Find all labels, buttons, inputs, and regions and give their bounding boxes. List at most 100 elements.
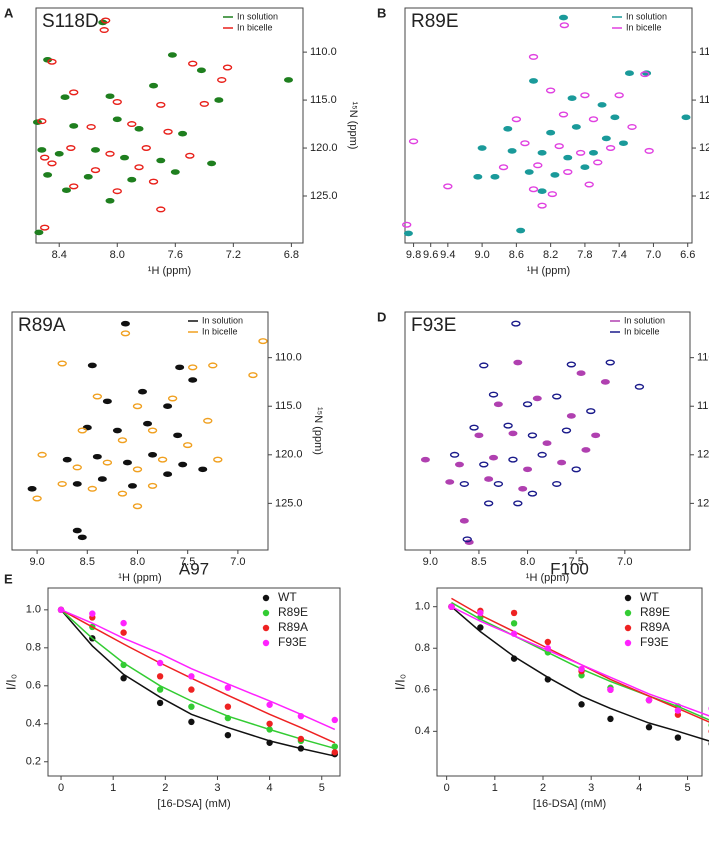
peak bbox=[547, 191, 558, 198]
peak bbox=[681, 114, 691, 121]
peak bbox=[640, 71, 650, 78]
x-tick-label: 8.6 bbox=[509, 249, 524, 261]
peak bbox=[167, 395, 178, 402]
peak bbox=[605, 145, 616, 152]
x-tick-label: 8.0 bbox=[520, 556, 535, 568]
peak bbox=[105, 150, 115, 157]
peak bbox=[105, 197, 115, 204]
peak bbox=[511, 116, 522, 123]
peak bbox=[600, 379, 610, 385]
peak bbox=[591, 432, 601, 439]
x-tick-label: 8.0 bbox=[130, 556, 145, 568]
peak bbox=[489, 454, 499, 461]
peak bbox=[143, 420, 153, 427]
y-tick-label: 110.0 bbox=[699, 46, 709, 58]
peak bbox=[581, 447, 591, 453]
peak bbox=[479, 461, 489, 468]
data-point bbox=[674, 734, 682, 741]
data-point bbox=[645, 723, 653, 731]
x-tick-label: 6.8 bbox=[284, 249, 299, 261]
fit-line bbox=[60, 609, 335, 757]
data-point bbox=[156, 673, 164, 680]
x-tick-label: 4 bbox=[636, 782, 642, 794]
peak bbox=[72, 481, 82, 487]
x-tick-label: 7.2 bbox=[226, 249, 241, 261]
data-point bbox=[120, 661, 127, 669]
y-tick-label: 125.0 bbox=[699, 190, 709, 202]
data-point bbox=[607, 715, 614, 723]
peak bbox=[112, 116, 122, 123]
peak bbox=[82, 424, 92, 431]
x-tick-label: 8.5 bbox=[471, 556, 486, 568]
peak bbox=[567, 95, 577, 101]
x-tick-label: 2 bbox=[540, 782, 546, 794]
peak bbox=[454, 461, 464, 468]
peak bbox=[57, 360, 67, 367]
peak bbox=[493, 480, 504, 487]
peak bbox=[614, 92, 624, 99]
x-axis-label: [16-DSA] (mM) bbox=[157, 798, 230, 810]
peak bbox=[138, 388, 148, 395]
peak bbox=[132, 466, 143, 473]
y-tick-label: 0.4 bbox=[26, 718, 41, 730]
data-point bbox=[266, 739, 273, 746]
legend-label: In solution bbox=[624, 315, 665, 325]
peak bbox=[518, 486, 528, 492]
plot-frame bbox=[436, 587, 703, 777]
peak bbox=[546, 129, 556, 136]
x-tick-label: 1 bbox=[492, 782, 498, 794]
peak bbox=[533, 162, 543, 169]
peak bbox=[248, 372, 258, 379]
data-point bbox=[544, 676, 552, 683]
data-point bbox=[120, 629, 127, 636]
peak bbox=[580, 92, 590, 99]
y-tick-label: 115.0 bbox=[310, 94, 337, 106]
x-tick-label: 6.6 bbox=[680, 249, 695, 261]
data-point bbox=[188, 686, 195, 693]
peak bbox=[571, 124, 581, 130]
peak bbox=[100, 17, 111, 24]
peak bbox=[473, 174, 483, 180]
legend-marker bbox=[262, 639, 270, 647]
peak bbox=[37, 118, 47, 125]
peak bbox=[156, 157, 166, 164]
legend-marker bbox=[262, 609, 270, 617]
x-tick-label: 9.0 bbox=[29, 556, 44, 568]
x-tick-label: 0 bbox=[58, 782, 64, 794]
legend-marker bbox=[624, 594, 632, 602]
data-point bbox=[224, 703, 232, 710]
peak bbox=[558, 14, 568, 21]
y-tick-label: 115.0 bbox=[697, 400, 709, 412]
peak bbox=[459, 518, 469, 524]
peak bbox=[575, 149, 586, 156]
y-tick-label: 1.0 bbox=[415, 601, 430, 613]
peak bbox=[513, 500, 523, 507]
x-tick-label: 2 bbox=[162, 782, 168, 794]
peak bbox=[117, 437, 128, 444]
peak bbox=[148, 452, 158, 458]
peak bbox=[134, 126, 144, 132]
fit-line bbox=[450, 606, 709, 742]
peak bbox=[147, 427, 158, 434]
peak bbox=[127, 176, 137, 183]
peak bbox=[87, 362, 97, 369]
fit-line bbox=[451, 606, 709, 717]
y-axis-label: I/I₀ bbox=[392, 674, 407, 690]
legend-label: In solution bbox=[626, 11, 667, 21]
peak bbox=[72, 464, 82, 471]
peak bbox=[618, 140, 628, 147]
peak bbox=[62, 456, 72, 463]
peak bbox=[134, 164, 144, 171]
peak bbox=[420, 456, 430, 463]
peak bbox=[584, 181, 594, 188]
data-point bbox=[297, 735, 305, 743]
peak bbox=[537, 202, 547, 209]
y-tick-label: 115.0 bbox=[699, 94, 709, 106]
peak bbox=[479, 362, 489, 369]
peak bbox=[157, 456, 168, 463]
plot-frame bbox=[47, 587, 341, 777]
peak bbox=[484, 476, 494, 482]
peak bbox=[523, 466, 533, 473]
peak bbox=[402, 221, 412, 228]
peak bbox=[203, 417, 213, 424]
